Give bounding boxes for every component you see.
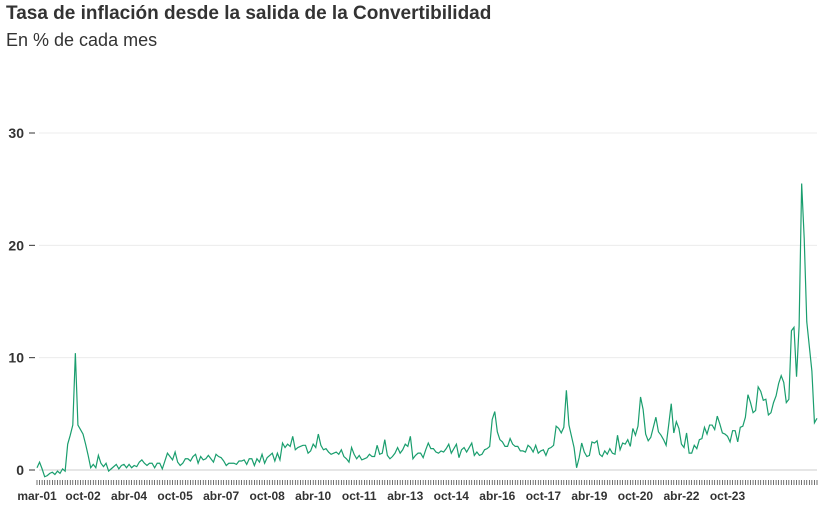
x-tick-label: oct-14: [434, 489, 470, 503]
y-tick-label: 10: [8, 350, 24, 366]
chart-subtitle: En % de cada mes: [6, 30, 158, 50]
x-tick-label: oct-05: [157, 489, 193, 503]
x-tick-label: abr-22: [663, 489, 699, 503]
x-tick-label: oct-08: [249, 489, 285, 503]
y-tick-label: 0: [16, 462, 24, 478]
x-tick-label: abr-04: [111, 489, 147, 503]
x-tick-label: oct-20: [618, 489, 654, 503]
x-tick-label: oct-17: [526, 489, 562, 503]
x-tick-label: oct-11: [342, 489, 377, 503]
x-tick-label: abr-07: [203, 489, 239, 503]
x-tick-label: abr-19: [571, 489, 607, 503]
grid-lines: [39, 132, 817, 471]
series-line-inflation: [36, 183, 818, 478]
y-axis: 0 10 20 30: [8, 125, 35, 478]
chart-title: Tasa de inflación desde la salida de la …: [6, 3, 492, 24]
x-tick-label: oct-02: [65, 489, 101, 503]
x-tick-label: abr-16: [479, 489, 515, 503]
x-axis: mar-01 oct-02 abr-04 oct-05 abr-07 oct-08 abr-…: [17, 480, 818, 503]
y-tick-label: 30: [8, 125, 24, 141]
x-tick-label: oct-23: [710, 489, 746, 503]
x-tick-label: mar-01: [17, 489, 57, 503]
y-tick-label: 20: [8, 237, 24, 253]
x-tick-label: abr-10: [295, 489, 331, 503]
x-tick-label: abr-13: [387, 489, 423, 503]
